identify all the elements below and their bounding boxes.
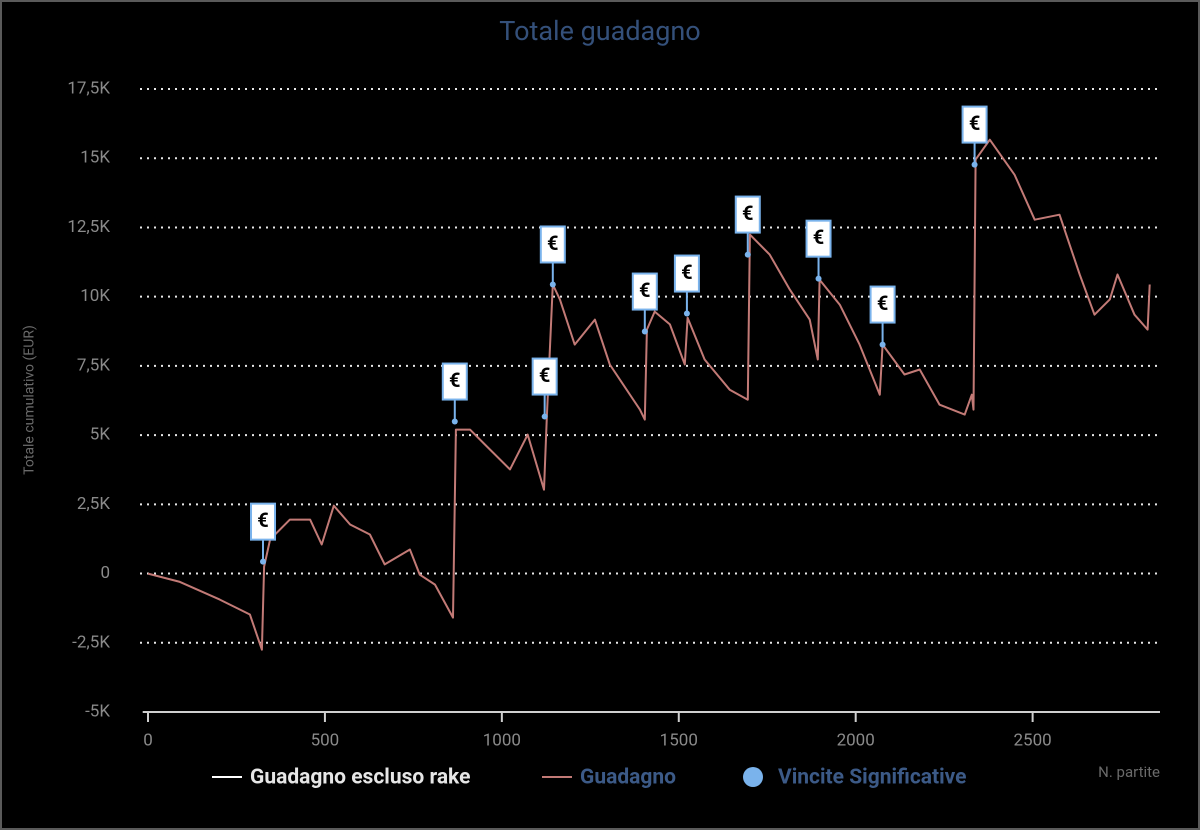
y-tick-label: -2,5K xyxy=(72,632,110,652)
annotation: € xyxy=(734,195,761,258)
y-axis-title: Totale cumulativo (EUR) xyxy=(22,325,38,475)
annotation-label: € xyxy=(877,291,888,315)
y-tick-label: 17,5K xyxy=(67,78,110,98)
point xyxy=(641,328,648,335)
annotation-box xyxy=(805,219,832,258)
annotation-box xyxy=(631,272,658,311)
point xyxy=(971,161,978,168)
legend-label: Guadagno escluso rake xyxy=(250,766,470,790)
x-tick-label: 2500 xyxy=(1014,730,1052,750)
annotation-label: € xyxy=(742,201,753,225)
point xyxy=(879,341,886,348)
point xyxy=(260,558,267,565)
x-tick-label: 2000 xyxy=(837,730,875,750)
y-tick-label: 12,5K xyxy=(67,217,110,237)
annotation-label: € xyxy=(639,278,650,302)
point xyxy=(815,275,822,282)
annotation: € xyxy=(539,225,566,288)
annotation-label: € xyxy=(681,260,692,284)
annotation: € xyxy=(961,105,988,168)
annotation-box xyxy=(869,285,896,324)
legend-symbol xyxy=(743,767,763,787)
annotation-label: € xyxy=(449,368,460,392)
point xyxy=(549,281,556,288)
annotation-box xyxy=(531,357,558,396)
annotation-label: € xyxy=(547,231,558,255)
point xyxy=(451,418,458,425)
chart-title: Totale guadagno xyxy=(499,15,700,47)
annotation-box xyxy=(441,362,468,401)
annotation: € xyxy=(805,219,832,282)
annotation: € xyxy=(631,272,658,335)
y-tick-label: 5K xyxy=(90,425,111,445)
annotation: € xyxy=(869,285,896,348)
annotation: € xyxy=(441,362,468,425)
annotation: € xyxy=(673,254,700,317)
y-tick-label: 15K xyxy=(80,148,110,168)
x-tick-label: 0 xyxy=(143,730,153,750)
x-tick-label: 500 xyxy=(311,730,340,750)
point xyxy=(744,251,751,258)
y-tick-label: 2,5K xyxy=(77,494,110,514)
y-tick-label: 0 xyxy=(100,563,110,583)
series-line xyxy=(147,138,1151,651)
annotation: € xyxy=(250,502,277,565)
annotation-box xyxy=(539,225,566,264)
y-tick-label: 7,5K xyxy=(77,355,110,375)
x-tick-label: 1000 xyxy=(483,730,521,750)
x-axis-title: N. partite xyxy=(1098,763,1160,781)
point xyxy=(683,310,690,317)
y-tick-label: -5K xyxy=(85,701,110,721)
annotation-box xyxy=(673,254,700,293)
point xyxy=(541,413,548,420)
annotation-label: € xyxy=(539,363,550,387)
annotation-box xyxy=(961,105,988,144)
annotation-label: € xyxy=(813,225,824,249)
legend-label: Vincite Significative xyxy=(778,766,967,790)
annotation: € xyxy=(531,357,558,420)
x-tick-label: 1500 xyxy=(660,730,698,750)
annotation-box xyxy=(250,502,277,541)
annotation-label: € xyxy=(257,508,268,532)
legend-label: Guadagno xyxy=(580,766,676,790)
annotation-label: € xyxy=(969,111,980,135)
y-tick-label: 10K xyxy=(80,286,110,306)
annotation-box xyxy=(734,195,761,234)
